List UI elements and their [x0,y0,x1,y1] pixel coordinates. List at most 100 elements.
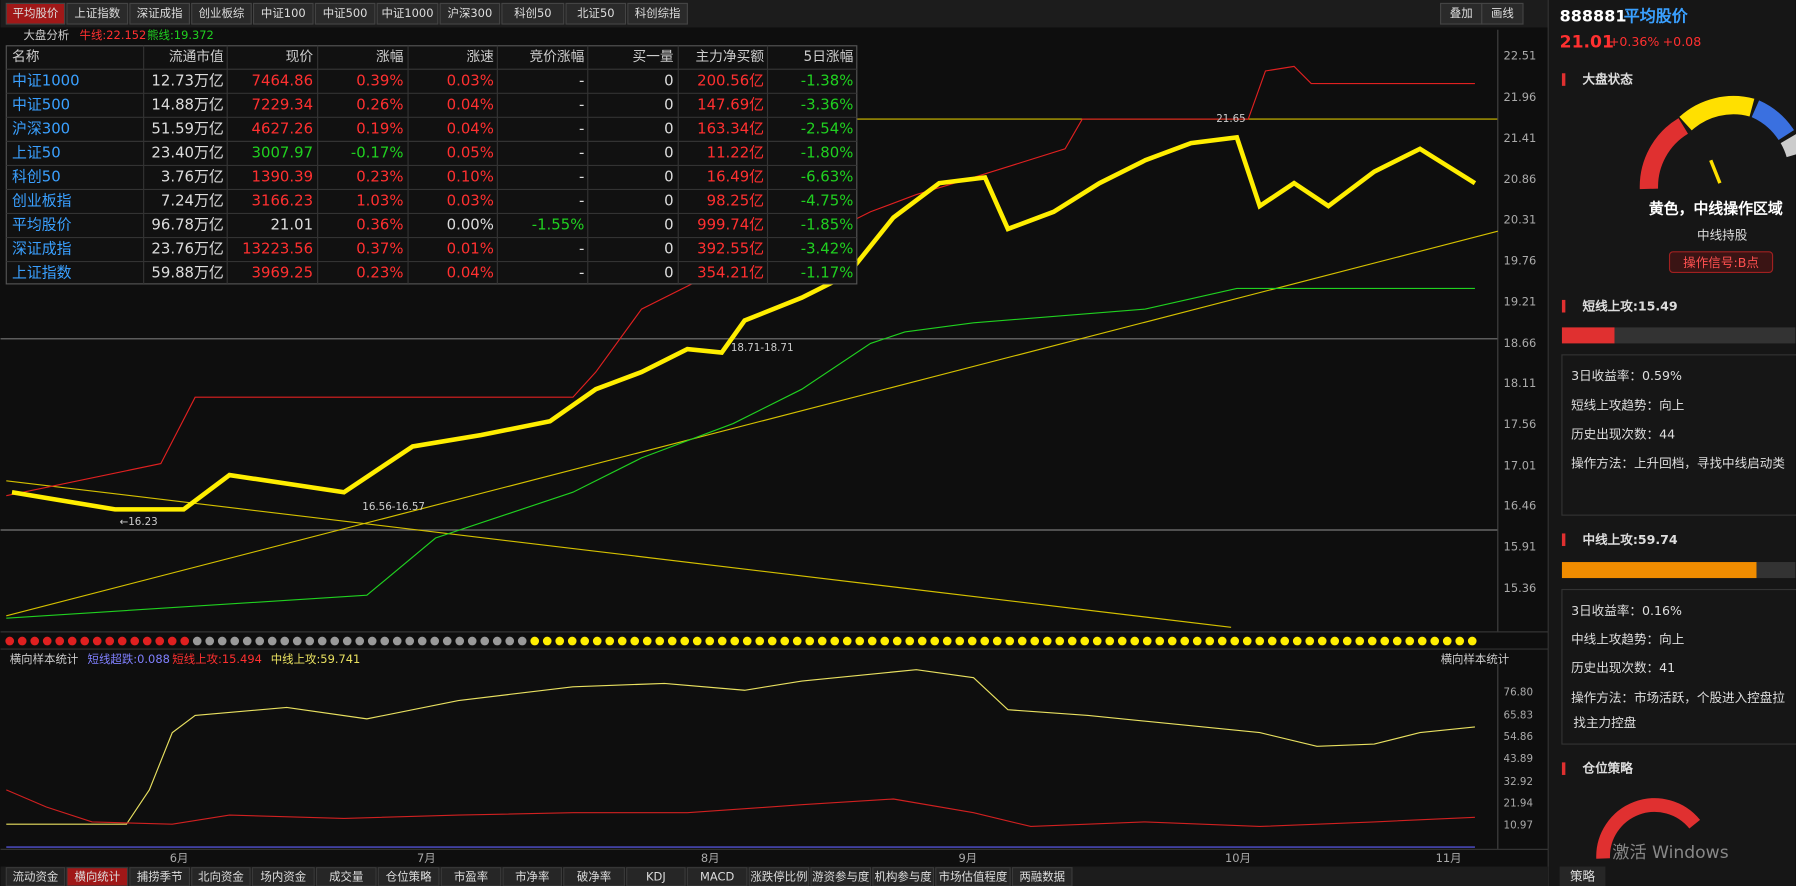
tab-label[interactable]: 上证指数 [74,6,120,20]
x-tick-label: 10月 [1225,851,1251,865]
y-tick-label: 22.51 [1504,49,1537,63]
table-cell: 12.73万亿 [151,71,223,89]
bottom-tab-label[interactable]: MACD [700,869,734,883]
bottom-tab-label[interactable]: 场内资金 [260,869,306,883]
tab[interactable] [191,2,252,25]
y-tick-label: 20.31 [1504,212,1537,226]
tab[interactable] [252,2,314,25]
column-header: 名称 [12,49,40,65]
tab-label[interactable]: 中证500 [323,6,368,20]
tab-label[interactable]: 深证成指 [137,6,183,20]
bottom-tab[interactable] [502,867,563,886]
tool-button[interactable] [1481,2,1524,25]
table-cell: 0.01% [447,240,494,258]
table-cell[interactable]: 科创50 [12,167,61,185]
tab-label[interactable]: 北证50 [577,6,614,20]
table-cell[interactable]: 中证500 [12,95,70,113]
signal-dot [1017,636,1027,646]
bottom-tab[interactable] [810,867,872,886]
signal-dot [692,636,702,646]
table-cell[interactable]: 创业板指 [12,191,72,209]
panel-tab-label[interactable]: 策略 [1570,868,1596,883]
annotation: 16.56-16.57 [362,501,425,513]
tab[interactable] [66,2,129,25]
bottom-tab[interactable] [686,867,748,886]
bottom-tab-label[interactable]: 市场估值程度 [939,869,1008,883]
bottom-tab-label[interactable]: 流动资金 [13,869,59,883]
panel-bottom-tab[interactable] [1559,866,1606,886]
indicator-value: 短线超跌:0.088 [88,652,170,666]
table-cell[interactable]: 平均股价 [12,216,72,234]
bottom-tab-label[interactable]: 涨跌停比例 [750,869,807,883]
signal-dot [1030,636,1040,646]
signal-dot [1280,636,1290,646]
tool-label[interactable]: 叠加 [1450,6,1473,20]
bottom-tab[interactable] [440,867,502,886]
bottom-tab-label[interactable]: 市盈率 [454,869,488,883]
tab[interactable] [314,2,376,25]
bottom-tab[interactable] [191,867,251,886]
tab[interactable] [501,2,565,25]
table-cell[interactable]: 中证1000 [12,71,80,89]
gauge-arc [1780,134,1796,158]
tab-label[interactable]: 沪深300 [448,6,493,20]
bottom-tab[interactable] [935,867,1011,886]
tab-label[interactable]: 平均股价 [13,6,59,20]
bottom-tab-label[interactable]: 成交量 [329,869,363,883]
tab-label[interactable]: 中证100 [261,6,306,20]
signal-dot [567,636,577,646]
bottom-tab[interactable] [563,867,625,886]
table-cell: 14.88万亿 [151,95,223,113]
bottom-tab-label[interactable]: 破净率 [577,869,611,883]
tab-label[interactable]: 中证1000 [382,6,434,20]
bottom-tab[interactable] [315,867,377,886]
tool-label[interactable]: 画线 [1491,6,1514,20]
table-cell[interactable]: 上证指数 [12,264,72,282]
bottom-tab-label[interactable]: 市净率 [515,869,549,883]
table-cell[interactable]: 沪深300 [12,119,70,137]
bottom-tab-label[interactable]: KDJ [646,869,666,883]
tab[interactable] [376,2,439,25]
bottom-tab-label[interactable]: 机构参与度 [875,869,932,883]
table-cell: 0.04% [447,264,494,282]
signal-dot [1380,636,1390,646]
tab[interactable] [439,2,501,25]
bottom-tab[interactable] [377,867,440,886]
signal-dot [392,636,402,646]
table-cell: 51.59万亿 [151,119,223,137]
bottom-tab[interactable] [872,867,935,886]
signal-dot [442,636,452,646]
bottom-tab-label[interactable]: 游资参与度 [812,869,869,883]
bottom-tab[interactable] [626,867,686,886]
bottom-tab-label[interactable]: 北向资金 [198,869,244,883]
bottom-tab[interactable] [66,867,129,886]
bottom-tab-label[interactable]: 横向统计 [74,869,120,883]
table-cell: - [579,71,584,89]
gauge-needle [1709,159,1722,184]
table-cell: 3.76万亿 [161,167,224,185]
tab-label[interactable]: 创业板综 [199,6,245,20]
table-cell[interactable]: 上证50 [12,143,61,161]
section-mark [1561,762,1566,775]
bottom-tab[interactable] [5,867,66,886]
bottom-tab[interactable] [748,867,810,886]
tab[interactable] [5,2,66,25]
tab[interactable] [565,2,627,25]
bottom-tab-label[interactable]: 仓位策略 [386,869,432,883]
indicator-value: 中线上攻:59.741 [271,652,361,666]
column-header: 流通市值 [169,48,224,65]
tab[interactable] [129,2,191,25]
tab-label[interactable]: 科创综指 [635,6,681,20]
y-tick-label: 18.11 [1504,376,1537,390]
tab[interactable] [627,2,688,25]
bottom-tab-label[interactable]: 两融数据 [1019,869,1065,883]
tab-label[interactable]: 科创50 [514,6,551,20]
table-cell: 0.04% [447,119,494,137]
gauge [1639,95,1796,190]
bottom-tab[interactable] [251,867,315,886]
bottom-tab[interactable] [129,867,191,886]
table-cell[interactable]: 深证成指 [12,240,72,258]
bottom-tab-label[interactable]: 捕捞季节 [137,869,183,883]
bottom-tab[interactable] [1011,867,1073,886]
column-header: 买一量 [632,49,673,65]
